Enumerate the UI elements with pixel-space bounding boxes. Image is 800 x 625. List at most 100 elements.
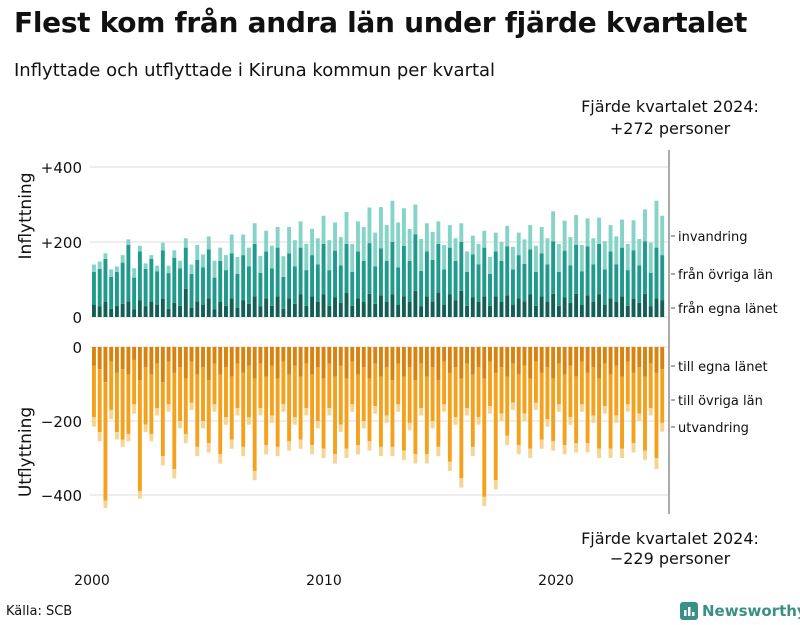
bar-other-counties-out [183,378,188,434]
bar-other-counties-in [602,269,607,305]
bar-immigration [321,215,326,244]
bar-other-counties-out [384,367,389,416]
bar-own-county-in [264,298,269,317]
y-tick-label-inflow: 0 [72,309,82,327]
bar-emigration [92,417,96,427]
bar-own-county-out [413,347,418,381]
bar-own-county-in [338,302,343,317]
bar-own-county-out [143,347,148,368]
annotations: Fjärde kvartalet 2024: +272 personer Fjä… [581,97,759,568]
bar-other-counties-out [327,363,332,409]
bar-emigration [614,415,619,423]
y-tick-label-outflow: −400 [41,487,82,505]
bar-other-counties-out [137,380,142,492]
bar-own-county-in [103,302,108,317]
bar-own-county-out [315,347,320,368]
bar-own-county-in [608,298,613,317]
bar-immigration [333,222,337,251]
bar-other-counties-out [528,378,533,449]
bar-immigration [281,256,286,277]
bar-immigration [246,247,251,267]
bar-own-county-in [459,290,464,317]
bar-other-counties-in [488,273,492,306]
bar-other-counties-in [505,246,510,296]
bar-immigration [143,263,148,269]
bar-own-county-out [97,347,102,370]
bar-other-counties-out [505,376,510,436]
bar-emigration [465,408,470,416]
bar-own-county-in [195,301,200,317]
bar-immigration [453,238,458,261]
bar-other-counties-in [430,260,435,302]
bar-emigration [528,448,533,458]
bar-other-counties-out [608,374,613,449]
bar-immigration [350,243,355,272]
bar-other-counties-in [264,251,269,299]
bar-other-counties-in [281,276,286,309]
bar-own-county-out [602,347,607,364]
bar-own-county-in [568,302,573,317]
bar-immigration [407,228,412,261]
bar-other-counties-in [235,273,240,308]
bar-own-county-out [545,347,550,368]
bar-immigration [648,242,653,273]
bar-own-county-out [195,347,200,375]
bar-other-counties-out [109,361,114,410]
bar-own-county-out [258,347,263,364]
bar-emigration [241,446,246,457]
bar-other-counties-in [637,265,642,303]
bar-own-county-in [137,300,142,317]
bar-own-county-out [511,347,515,364]
bar-other-counties-in [258,272,263,307]
bar-emigration [361,421,366,429]
bar-immigration [183,238,188,248]
bar-own-county-in [333,297,337,317]
bar-immigration [109,269,114,277]
bar-emigration [407,422,412,431]
bar-own-county-out [379,347,383,377]
bar-other-counties-in [327,270,332,306]
bar-other-counties-in [361,260,366,302]
bar-other-counties-out [287,374,292,442]
bar-own-county-in [625,305,630,317]
bar-immigration [298,221,303,248]
bar-own-county-out [522,347,527,366]
bar-immigration [459,223,464,242]
bar-other-counties-out [591,367,596,416]
bar-emigration [625,404,630,412]
bar-own-county-out [442,347,447,362]
bar-own-county-out [643,347,647,377]
bar-other-counties-out [155,363,160,409]
bar-other-counties-in [338,265,343,303]
bar-other-counties-out [206,380,211,444]
bar-own-county-in [597,294,602,317]
bar-own-county-in [648,306,653,317]
bar-immigration [631,220,636,251]
legend: invandring från övriga län från egna länet… [671,230,778,436]
bar-other-counties-out [195,374,200,447]
bar-emigration [539,439,544,449]
bar-own-county-out [528,347,533,379]
bar-immigration [224,255,228,271]
bar-other-counties-in [321,243,326,295]
bar-other-counties-out [338,365,343,425]
bar-immigration [625,243,630,271]
bar-emigration [384,415,389,423]
bar-immigration [218,247,223,261]
bar-immigration [390,200,395,242]
bar-emigration [275,446,280,457]
bar-own-county-in [304,305,309,317]
bar-emigration [298,439,303,449]
bar-own-county-out [390,347,395,381]
bar-own-county-out [178,347,183,368]
brand-logo: Newsworthy [680,602,800,620]
bar-emigration [367,441,372,451]
bar-immigration [591,238,596,265]
bar-other-counties-in [597,243,602,295]
bar-other-counties-in [143,269,148,307]
bar-own-county-in [591,302,596,317]
bar-other-counties-in [149,258,154,302]
bar-other-counties-in [551,241,556,294]
bar-immigration [315,238,320,265]
bar-other-counties-in [631,250,636,299]
